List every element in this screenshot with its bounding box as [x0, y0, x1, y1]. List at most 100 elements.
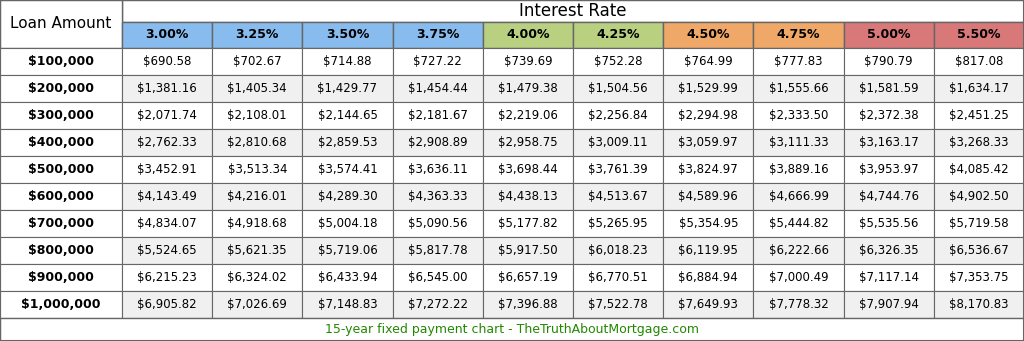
Text: 15-year fixed payment chart - TheTruthAboutMortgage.com: 15-year fixed payment chart - TheTruthAb…: [325, 323, 699, 336]
Bar: [934, 291, 1024, 318]
Bar: [664, 183, 754, 210]
Bar: [482, 237, 573, 264]
Text: $1,000,000: $1,000,000: [22, 298, 100, 311]
Bar: [0, 291, 122, 318]
Bar: [844, 237, 934, 264]
Text: $2,071.74: $2,071.74: [137, 109, 197, 122]
Text: $7,907.94: $7,907.94: [859, 298, 919, 311]
Text: $3,574.41: $3,574.41: [317, 163, 378, 176]
Bar: [122, 102, 212, 129]
Bar: [302, 291, 392, 318]
Text: 4.00%: 4.00%: [506, 29, 550, 42]
Bar: [754, 156, 844, 183]
Text: $5,817.78: $5,817.78: [408, 244, 468, 257]
Text: $690.58: $690.58: [143, 55, 191, 68]
Text: $1,381.16: $1,381.16: [137, 82, 197, 95]
Text: Interest Rate: Interest Rate: [519, 2, 627, 20]
Text: $8,170.83: $8,170.83: [949, 298, 1009, 311]
Bar: [573, 129, 664, 156]
Text: $3,513.34: $3,513.34: [227, 163, 287, 176]
Bar: [754, 48, 844, 75]
Text: 4.50%: 4.50%: [686, 29, 730, 42]
Text: $3,111.33: $3,111.33: [769, 136, 828, 149]
Text: $2,256.84: $2,256.84: [588, 109, 648, 122]
Text: $4,289.30: $4,289.30: [317, 190, 377, 203]
Bar: [934, 22, 1024, 48]
Bar: [0, 318, 1024, 341]
Bar: [482, 183, 573, 210]
Text: 3.00%: 3.00%: [145, 29, 188, 42]
Bar: [392, 264, 482, 291]
Text: $1,581.59: $1,581.59: [859, 82, 919, 95]
Bar: [122, 237, 212, 264]
Bar: [754, 210, 844, 237]
Text: Loan Amount: Loan Amount: [10, 16, 112, 31]
Text: $3,889.16: $3,889.16: [769, 163, 828, 176]
Text: $6,215.23: $6,215.23: [137, 271, 197, 284]
Bar: [122, 48, 212, 75]
Bar: [212, 264, 302, 291]
Bar: [212, 156, 302, 183]
Text: $3,698.44: $3,698.44: [498, 163, 558, 176]
Bar: [392, 237, 482, 264]
Text: $6,222.66: $6,222.66: [768, 244, 828, 257]
Bar: [0, 102, 122, 129]
Bar: [0, 237, 122, 264]
Bar: [122, 183, 212, 210]
Text: 3.50%: 3.50%: [326, 29, 370, 42]
Bar: [844, 156, 934, 183]
Text: $7,148.83: $7,148.83: [317, 298, 377, 311]
Bar: [934, 75, 1024, 102]
Text: $5,444.82: $5,444.82: [769, 217, 828, 230]
Bar: [0, 0, 122, 48]
Text: $600,000: $600,000: [28, 190, 94, 203]
Bar: [934, 129, 1024, 156]
Text: $6,657.19: $6,657.19: [498, 271, 558, 284]
Bar: [212, 102, 302, 129]
Text: 4.75%: 4.75%: [777, 29, 820, 42]
Text: $2,908.89: $2,908.89: [408, 136, 468, 149]
Text: $7,522.78: $7,522.78: [588, 298, 648, 311]
Bar: [212, 210, 302, 237]
Text: $6,545.00: $6,545.00: [408, 271, 467, 284]
Bar: [664, 75, 754, 102]
Bar: [754, 183, 844, 210]
Bar: [573, 48, 664, 75]
Text: $2,372.38: $2,372.38: [859, 109, 919, 122]
Bar: [212, 237, 302, 264]
Bar: [754, 129, 844, 156]
Text: $1,405.34: $1,405.34: [227, 82, 287, 95]
Text: $5,090.56: $5,090.56: [408, 217, 467, 230]
Text: $4,744.76: $4,744.76: [859, 190, 919, 203]
Bar: [934, 264, 1024, 291]
Bar: [934, 210, 1024, 237]
Text: $4,902.50: $4,902.50: [949, 190, 1009, 203]
Bar: [754, 237, 844, 264]
Text: $3,009.11: $3,009.11: [588, 136, 648, 149]
Bar: [482, 48, 573, 75]
Text: $1,555.66: $1,555.66: [769, 82, 828, 95]
Bar: [302, 183, 392, 210]
Text: $4,834.07: $4,834.07: [137, 217, 197, 230]
Text: $2,958.75: $2,958.75: [498, 136, 558, 149]
Bar: [754, 102, 844, 129]
Bar: [0, 129, 122, 156]
Text: $6,884.94: $6,884.94: [679, 271, 738, 284]
Bar: [212, 183, 302, 210]
Text: $2,451.25: $2,451.25: [949, 109, 1009, 122]
Bar: [122, 75, 212, 102]
Text: $4,666.99: $4,666.99: [768, 190, 828, 203]
Text: $5,177.82: $5,177.82: [498, 217, 558, 230]
Text: $4,085.42: $4,085.42: [949, 163, 1009, 176]
Text: $6,905.82: $6,905.82: [137, 298, 197, 311]
Bar: [934, 237, 1024, 264]
Text: $700,000: $700,000: [28, 217, 94, 230]
Text: $7,000.49: $7,000.49: [769, 271, 828, 284]
Bar: [212, 129, 302, 156]
Bar: [212, 291, 302, 318]
Text: $1,504.56: $1,504.56: [588, 82, 648, 95]
Bar: [0, 264, 122, 291]
Text: $4,918.68: $4,918.68: [227, 217, 287, 230]
Bar: [302, 75, 392, 102]
Bar: [754, 291, 844, 318]
